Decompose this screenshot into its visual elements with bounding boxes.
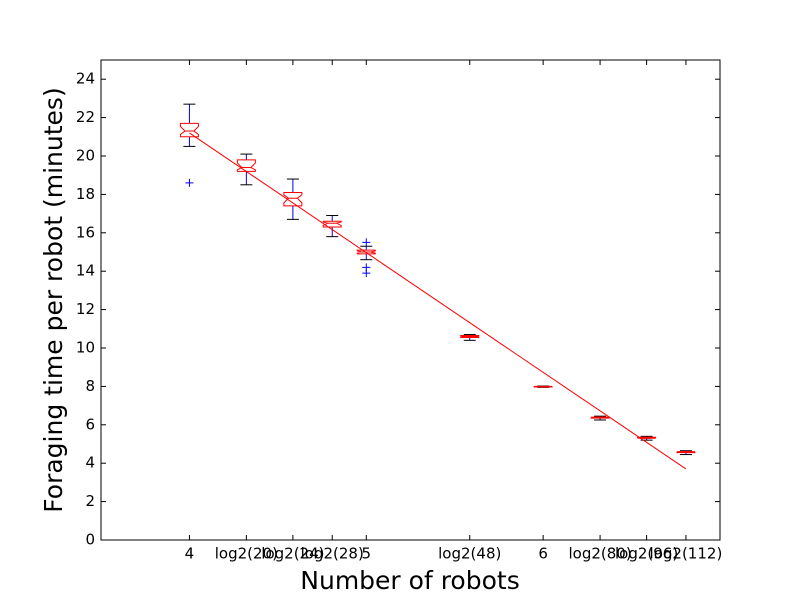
x-axis-label: Number of robots — [300, 566, 519, 595]
box — [283, 191, 303, 207]
y-tick-label: 6 — [85, 415, 95, 433]
flier — [362, 238, 371, 247]
y-tick-label: 4 — [85, 454, 95, 472]
box — [236, 159, 256, 172]
y-tick-label: 0 — [85, 531, 95, 549]
y-tick-label: 10 — [76, 339, 95, 357]
y-tick-label: 14 — [76, 262, 95, 280]
x-tick-label: log2(96) — [615, 545, 678, 563]
x-tick-label: 6 — [538, 545, 548, 563]
plot-frame — [100, 59, 721, 541]
x-tick-label: log2(80) — [568, 545, 631, 563]
flier — [185, 178, 194, 187]
y-tick-label: 20 — [76, 147, 95, 165]
fit-line — [189, 132, 687, 470]
flier — [362, 269, 371, 278]
box — [676, 451, 696, 454]
x-tick-label: log2(24) — [261, 545, 324, 563]
box — [533, 385, 553, 388]
y-axis-label: Foraging time per robot (minutes) — [39, 87, 68, 512]
box — [356, 249, 376, 255]
y-tick-label: 16 — [76, 223, 95, 241]
y-tick-label: 12 — [76, 300, 95, 318]
y-tick-label: 24 — [76, 70, 95, 88]
x-tick-label: log2(28) — [301, 545, 364, 563]
x-tick-label: log2(20) — [215, 545, 278, 563]
y-tick-label: 8 — [85, 377, 95, 395]
y-tick-label: 18 — [76, 185, 95, 203]
y-tick-label: 2 — [85, 492, 95, 510]
x-tick-label: log2(48) — [438, 545, 501, 563]
box — [322, 220, 342, 228]
x-tick-label: log2(112) — [650, 545, 723, 563]
x-tick-label: 4 — [185, 545, 195, 563]
y-tick-label: 22 — [76, 108, 95, 126]
box — [460, 335, 480, 338]
box — [179, 122, 199, 138]
x-tick-label: 5 — [362, 545, 372, 563]
